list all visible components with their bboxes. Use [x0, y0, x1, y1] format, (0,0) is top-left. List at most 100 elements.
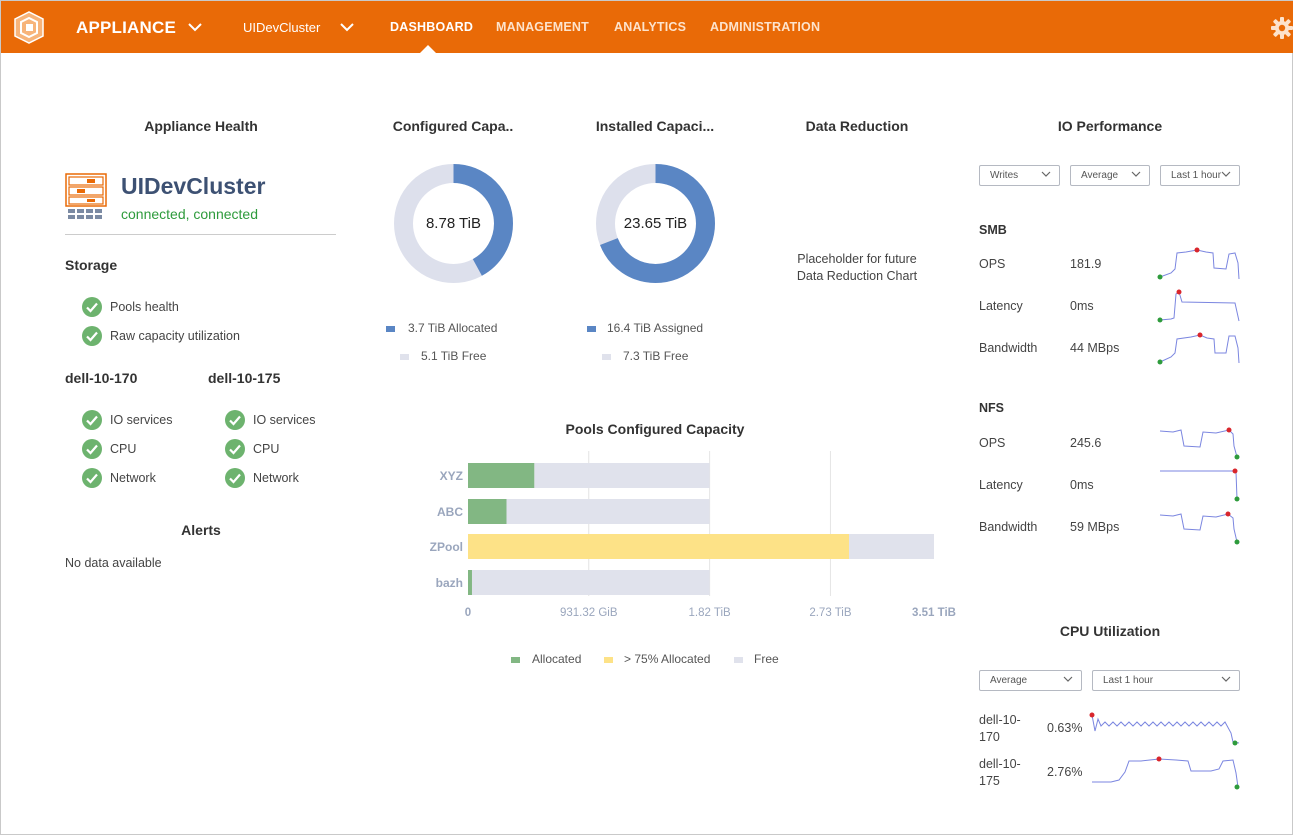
nav-administration[interactable]: ADMINISTRATION — [710, 20, 821, 34]
io-performance-title: IO Performance — [1057, 118, 1163, 134]
sparkline-min-dot — [1232, 740, 1238, 746]
appliance-health-title: Appliance Health — [144, 118, 258, 134]
io-timerange-value: Last 1 hour — [1171, 170, 1222, 181]
sparkline — [1159, 334, 1240, 364]
bar-segment[interactable] — [534, 463, 710, 488]
sparkline-max-dot — [1197, 332, 1203, 338]
sparkline — [1159, 429, 1238, 458]
installed-capacity-total: 23.65 TiB — [623, 215, 688, 232]
server-rack-icon — [65, 173, 107, 219]
check-circle-icon — [225, 439, 245, 459]
io-metric-label: Bandwidth — [979, 341, 1038, 355]
bar-segment[interactable] — [468, 499, 507, 524]
cpu-node-label: 175 — [979, 774, 1000, 788]
io-metric-label: Latency — [979, 299, 1023, 313]
sparkline-max-dot — [1225, 511, 1231, 517]
configured-capacity-donut[interactable] — [393, 163, 514, 284]
data-reduction-title: Data Reduction — [805, 118, 909, 134]
legend-swatch-allocated — [386, 326, 395, 332]
node-title-dell-10-170: dell-10-170 — [65, 370, 138, 386]
chevron-down-icon — [1221, 169, 1231, 179]
app-name[interactable]: APPLIANCE — [76, 18, 177, 37]
storage-check-label: Pools health — [110, 300, 179, 314]
cluster-selector[interactable]: UIDevCluster — [243, 20, 321, 35]
cpu-node-label: 170 — [979, 730, 1000, 744]
check-circle-icon — [82, 410, 102, 430]
cpu-aggregation-dropdown[interactable]: Average — [979, 670, 1082, 691]
io-metric-value: 59 MBps — [1070, 520, 1120, 534]
cpu-node-value: 2.76% — [1047, 765, 1083, 779]
io-metric-label: OPS — [979, 257, 1006, 271]
bar-segment[interactable] — [849, 534, 934, 559]
cluster-chevron-down-icon[interactable] — [339, 21, 355, 33]
legend-swatch-free — [602, 354, 611, 360]
installed-legend-assigned: 16.4 TiB Assigned — [607, 321, 704, 335]
bar-segment[interactable] — [506, 499, 710, 524]
gear-icon[interactable] — [1269, 15, 1293, 41]
nav-management[interactable]: MANAGEMENT — [496, 20, 589, 34]
bar-segment[interactable] — [471, 570, 710, 595]
data-reduction-placeholder-1: Placeholder for future — [797, 252, 917, 266]
category-label: ABC — [437, 505, 463, 519]
pools-capacity-bar-chart: 0 931.32 GiB 1.82 TiB 2.73 TiB 3.51 TiB XYZ AB… — [430, 451, 956, 619]
sparkline — [1159, 249, 1240, 280]
smb-title: SMB — [979, 223, 1007, 237]
legend-swatch-assigned — [587, 326, 596, 332]
sparkline-min-dot — [1157, 359, 1163, 365]
sparkline — [1091, 714, 1240, 744]
installed-capacity-donut[interactable] — [595, 163, 716, 284]
appliance-cluster-name[interactable]: UIDevCluster — [121, 173, 266, 199]
check-circle-icon — [82, 326, 102, 346]
cpu-node-label: dell-10- — [979, 713, 1021, 727]
category-label: bazh — [436, 576, 463, 590]
sparkline-min-dot — [1234, 496, 1240, 502]
nav-analytics[interactable]: ANALYTICS — [614, 20, 687, 34]
cpu-node-label: dell-10- — [979, 757, 1021, 771]
configured-filled-arc — [394, 164, 513, 283]
io-aggregation-dropdown[interactable]: Average — [1070, 165, 1150, 186]
nav-dashboard[interactable]: DASHBOARD — [390, 20, 474, 34]
node-check-label: IO services — [253, 413, 316, 427]
installed-filled-arc — [596, 164, 715, 283]
sparkline — [1160, 470, 1238, 500]
app-chevron-down-icon[interactable] — [187, 21, 203, 33]
category-label: XYZ — [440, 469, 463, 483]
check-circle-icon — [82, 468, 102, 488]
check-circle-icon — [225, 468, 245, 488]
chevron-down-icon — [1131, 171, 1141, 177]
node-title-dell-10-175: dell-10-175 — [208, 370, 281, 386]
sparkline-min-dot — [1234, 539, 1240, 545]
node-check-label: Network — [110, 471, 156, 485]
x-tick-label: 3.51 TiB — [912, 607, 956, 619]
io-metric-dropdown[interactable]: Writes — [979, 165, 1060, 186]
appliance-connection-status: connected, connected — [121, 206, 258, 222]
io-metric-label: Latency — [979, 478, 1023, 492]
io-metric-value: 44 MBps — [1070, 341, 1120, 355]
bar-segment[interactable] — [468, 463, 535, 488]
cpu-timerange-dropdown[interactable]: Last 1 hour — [1092, 670, 1240, 691]
bar-segment[interactable] — [468, 570, 472, 595]
bar-segment[interactable] — [468, 534, 850, 559]
top-navigation-bar: APPLIANCE UIDevCluster DASHBOARD MANAGEM… — [1, 1, 1293, 53]
chevron-down-icon — [1221, 676, 1231, 682]
category-label: ZPool — [430, 540, 463, 554]
pools-legend-allocated: Allocated — [532, 652, 582, 666]
sparkline — [1159, 513, 1238, 543]
sparkline — [1159, 291, 1240, 322]
legend-swatch-free — [400, 354, 409, 360]
io-metric-label: Bandwidth — [979, 520, 1038, 534]
x-tick-label: 0 — [465, 607, 471, 619]
check-circle-icon — [82, 439, 102, 459]
sparkline-max-dot — [1176, 289, 1182, 295]
io-timerange-dropdown[interactable]: Last 1 hour — [1160, 165, 1240, 186]
sparkline-min-dot — [1157, 274, 1163, 280]
active-nav-indicator — [420, 45, 436, 53]
io-metric-value: 0ms — [1070, 478, 1094, 492]
storage-title: Storage — [65, 257, 118, 273]
sparkline-max-dot — [1226, 427, 1232, 433]
configured-legend-free: 5.1 TiB Free — [421, 349, 487, 363]
appliance-logo-icon[interactable] — [11, 9, 47, 45]
divider — [65, 234, 336, 235]
installed-capacity-title: Installed Capaci... — [595, 118, 715, 134]
storage-check-label: Raw capacity utilization — [110, 329, 240, 343]
